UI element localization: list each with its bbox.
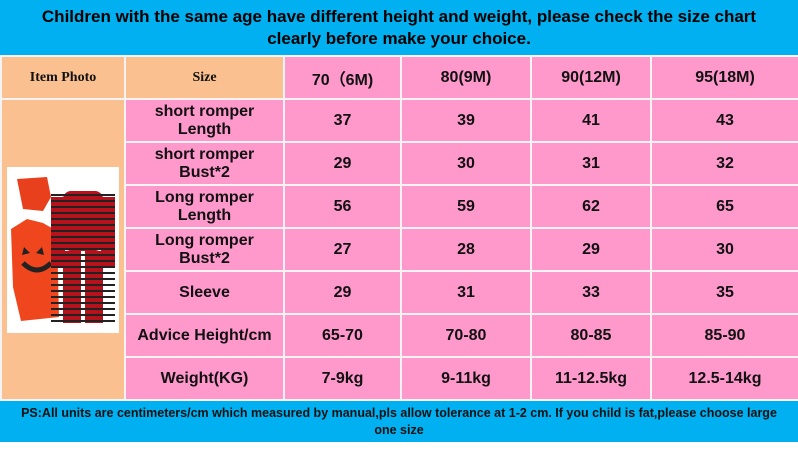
table-cell: 41 <box>530 98 652 143</box>
table-cell: 9-11kg <box>400 356 532 401</box>
table-cell: 30 <box>650 227 798 272</box>
table-cell: 70-80 <box>400 313 532 358</box>
table-cell: 29 <box>283 270 402 315</box>
table-cell: 37 <box>283 98 402 143</box>
table-cell: 65-70 <box>283 313 402 358</box>
row-label: short romper Bust*2 <box>124 141 285 186</box>
table-row: Long romper Bust*2 27 28 29 30 <box>1 227 798 272</box>
table-cell: 62 <box>530 184 652 229</box>
row-label: Sleeve <box>124 270 285 315</box>
table-cell: 31 <box>400 270 532 315</box>
table-cell: 59 <box>400 184 532 229</box>
column-header: 70（6M) <box>283 55 402 100</box>
table-cell: 33 <box>530 270 652 315</box>
table-cell: 27 <box>283 227 402 272</box>
column-header: 95(18M) <box>650 55 798 100</box>
row-label: Advice Height/cm <box>124 313 285 358</box>
table-cell: 30 <box>400 141 532 186</box>
item-photo <box>0 98 126 401</box>
table-cell: 80-85 <box>530 313 652 358</box>
table-row: short romper Length 37 39 41 43 <box>0 98 798 401</box>
table-cell: 35 <box>650 270 798 315</box>
table-row: Advice Height/cm 65-70 70-80 80-85 85-90 <box>1 313 798 358</box>
column-header: 90(12M) <box>530 55 652 100</box>
table-row: Long romper Length 56 59 62 65 <box>1 184 798 229</box>
column-header: 80(9M) <box>400 55 532 100</box>
row-label: Long romper Bust*2 <box>124 227 285 272</box>
table-cell: 11-12.5kg <box>530 356 652 401</box>
column-header: Item Photo <box>0 55 126 100</box>
table-cell: 39 <box>400 98 532 143</box>
table-cell: 65 <box>650 184 798 229</box>
header-row: Item Photo Size 70（6M) 80(9M) 90(12M) 95(18M) <box>0 55 798 100</box>
row-label: Weight(KG) <box>124 356 285 401</box>
table-cell: 43 <box>650 98 798 143</box>
table-cell: 7-9kg <box>283 356 402 401</box>
table-cell: 32 <box>650 141 798 186</box>
table-row: Weight(KG) 7-9kg 9-11kg 11-12.5kg 12.5-14kg <box>1 356 798 401</box>
photo <box>7 166 119 333</box>
column-header: Size <box>124 55 285 100</box>
size-table: Item Photo Size 70（6M) 80(9M) 90(12M) 95(18M)… <box>0 55 798 401</box>
row-label: short romper Length <box>124 98 285 143</box>
header-title: Children with the same age have differen… <box>0 0 798 55</box>
row-label: Long romper Length <box>124 184 285 229</box>
footer-note: PS:All units are centimeters/cm which me… <box>0 401 798 442</box>
table-cell: 12.5-14kg <box>650 356 798 401</box>
table-row: Sleeve 29 31 33 35 <box>1 270 798 315</box>
table-cell: 29 <box>283 141 402 186</box>
table-cell: 28 <box>400 227 532 272</box>
table-cell: 31 <box>530 141 652 186</box>
table-cell: 56 <box>283 184 402 229</box>
table-cell: 29 <box>530 227 652 272</box>
table-cell: 85-90 <box>650 313 798 358</box>
